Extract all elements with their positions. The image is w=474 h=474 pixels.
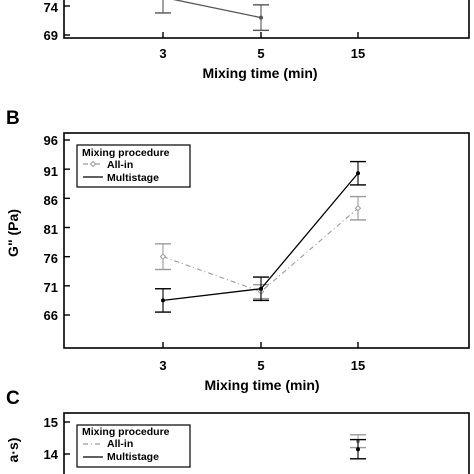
panel-a-x-axis-label: Mixing time (min) [202, 65, 317, 81]
panel-b-x-tick: 3 [159, 358, 166, 373]
panel-b-y-tick: 96 [44, 133, 58, 148]
panel-a: 74 69 3 5 15 Mixing time (min) [44, 0, 470, 81]
data-point [356, 171, 360, 176]
plot-frame [63, 0, 470, 39]
panel-b: B 96 91 86 81 76 71 66 G" (Pa) 3 5 15 Mi… [5, 108, 470, 393]
panel-a-y-tick: 74 [44, 0, 59, 15]
panel-b-x-tick: 5 [257, 358, 264, 373]
panel-c-y-tick: 14 [44, 447, 59, 462]
panel-c-legend-label-all-in: All-in [107, 438, 133, 450]
panel-b-y-tick: 66 [44, 308, 58, 323]
panel-c-legend-label-multistage: Multistage [107, 451, 159, 463]
panel-c-y-axis-label: a·s) [5, 438, 21, 463]
panel-b-legend-label-multistage: Multistage [107, 172, 159, 184]
legend-box [76, 144, 191, 188]
panel-b-y-tick: 76 [44, 251, 58, 266]
panel-b-y-tick: 81 [44, 222, 58, 237]
data-point [159, 253, 167, 260]
panel-b-legend-title: Mixing procedure [82, 147, 170, 159]
panel-b-letter: B [6, 108, 20, 129]
legend-marker [89, 160, 97, 168]
panel-c-letter: C [6, 388, 20, 409]
panel-b-y-tick: 71 [44, 280, 58, 295]
panel-a-x-tick: 3 [159, 46, 166, 61]
series-line [172, 0, 262, 19]
panel-c-y-tick: 15 [44, 415, 58, 430]
data-point [161, 298, 165, 303]
panel-a-x-tick: 5 [257, 46, 264, 61]
plot-frame [63, 132, 470, 349]
plot-frame [63, 412, 470, 474]
legend-box [76, 424, 191, 468]
panel-b-y-axis-label: G" (Pa) [5, 209, 21, 257]
panel-b-legend-label-all-in: All-in [107, 159, 133, 171]
data-point [354, 205, 362, 212]
panel-b-x-axis-label: Mixing time (min) [204, 377, 319, 393]
data-point [259, 15, 263, 20]
panel-b-y-tick: 86 [44, 193, 58, 208]
panel-a-y-tick: 69 [44, 28, 58, 43]
panel-c-legend-title: Mixing procedure [82, 426, 170, 438]
panel-c: C 15 14 a·s) Mixing procedureAll-inMulti… [5, 388, 470, 474]
data-point [259, 286, 263, 291]
data-point [356, 447, 360, 452]
panel-b-y-tick: 91 [44, 164, 58, 179]
panel-a-x-tick: 15 [351, 46, 365, 61]
panel-b-x-tick: 15 [351, 358, 365, 373]
